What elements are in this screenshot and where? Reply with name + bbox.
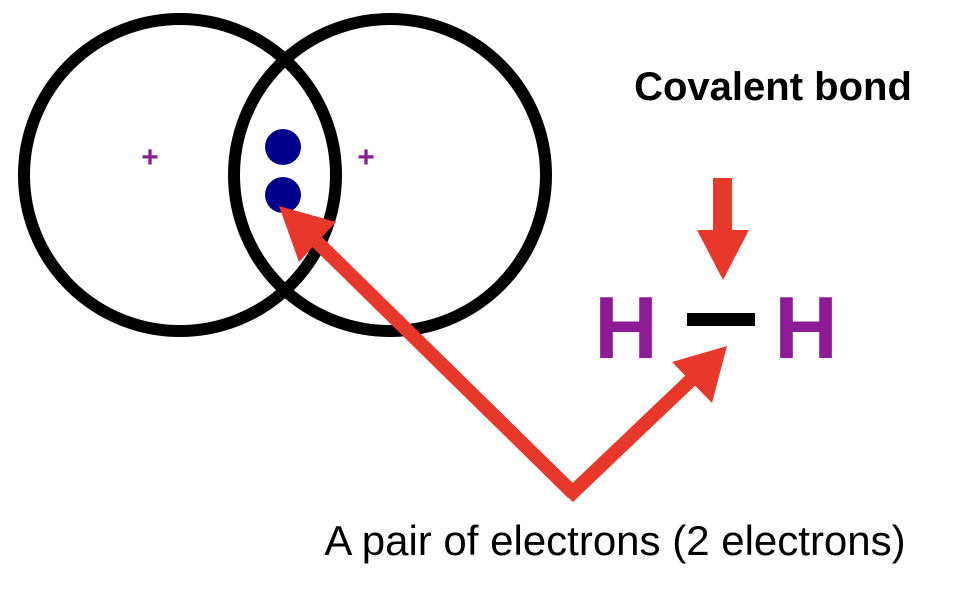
page-title: Covalent bond bbox=[634, 65, 912, 109]
diagonal-arrow-icon bbox=[279, 206, 578, 498]
formula-bond-line bbox=[687, 313, 755, 326]
caption: A pair of electrons (2 electrons) bbox=[324, 517, 905, 564]
right-nucleus-charge: + bbox=[357, 141, 375, 174]
diagonal-arrow-icon bbox=[563, 346, 727, 503]
down-arrow-icon bbox=[697, 178, 749, 280]
left-nucleus-charge: + bbox=[141, 141, 159, 174]
formula-atom-left: H bbox=[594, 278, 658, 377]
left-atom-shell bbox=[18, 13, 342, 337]
right-atom-shell bbox=[228, 13, 552, 337]
shared-electron-top bbox=[265, 129, 301, 165]
shared-electron-bottom bbox=[265, 177, 301, 213]
formula-atom-right: H bbox=[774, 278, 838, 377]
